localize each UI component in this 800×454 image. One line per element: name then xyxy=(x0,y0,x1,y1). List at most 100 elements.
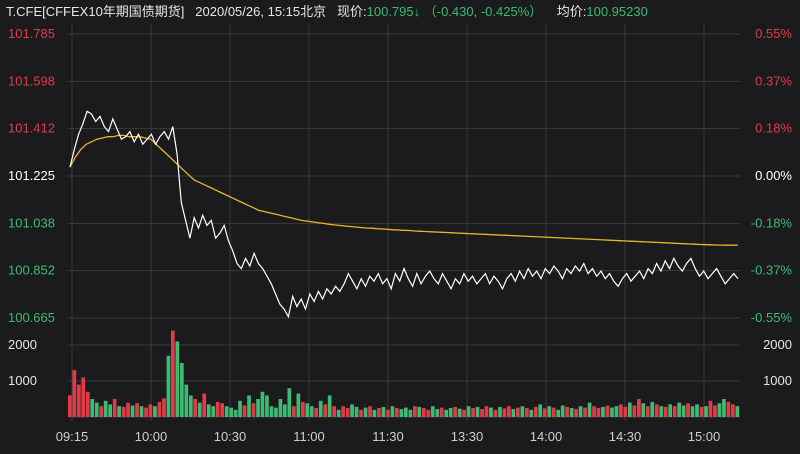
y-left-tick-label: 101.038 xyxy=(8,215,55,230)
y-left-tick-label: 101.412 xyxy=(8,121,55,136)
volume-bar xyxy=(153,406,157,417)
volume-bar xyxy=(507,406,511,417)
volume-bar xyxy=(489,407,493,417)
volume-bar xyxy=(623,406,628,417)
volume-bar xyxy=(386,409,390,417)
volume-bar xyxy=(538,404,543,417)
avg-price: 100.95230 xyxy=(586,4,648,19)
volume-bar xyxy=(377,408,381,417)
volume-bar xyxy=(108,404,112,417)
volume-bar xyxy=(592,406,596,417)
volume-bar xyxy=(332,406,336,417)
volume-bar xyxy=(341,406,345,417)
x-tick-label: 15:00 xyxy=(688,429,721,444)
volume-bar xyxy=(717,403,722,417)
volume-bar xyxy=(215,401,220,417)
volume-bar xyxy=(529,409,534,417)
y-right-tick-label: -0.37% xyxy=(751,263,793,278)
volume-bar xyxy=(596,408,601,417)
volume-bar xyxy=(672,406,677,417)
volume-bar xyxy=(193,399,198,417)
volume-bar xyxy=(421,408,426,417)
symbol-name: T.CFE[CFFEX10年期国债期货] xyxy=(6,4,185,19)
volume-bar xyxy=(610,407,614,417)
chart-header: T.CFE[CFFEX10年期国债期货] 2020/05/26, 15:15北京… xyxy=(6,2,648,22)
volume-bar xyxy=(408,409,413,417)
y-left-tick-label: 101.785 xyxy=(8,26,55,41)
volume-bar xyxy=(301,401,305,417)
volume-bar xyxy=(565,406,569,417)
volume-bar xyxy=(220,403,224,417)
volume-bar xyxy=(327,395,332,417)
volume-bar xyxy=(197,402,202,417)
volume-bar xyxy=(426,409,431,417)
volume-bar xyxy=(399,409,404,417)
volume-bar xyxy=(175,341,180,417)
volume-bar xyxy=(103,400,108,417)
volume-bar xyxy=(520,406,525,417)
volume-bar xyxy=(229,407,233,417)
y-right-tick-label: 0.00% xyxy=(755,168,792,183)
volume-bar xyxy=(233,409,238,417)
volume-bar xyxy=(645,406,650,417)
volume-bar xyxy=(323,404,328,417)
volume-bar xyxy=(475,406,480,417)
volume-bar xyxy=(144,407,148,417)
volume-bar xyxy=(363,407,368,417)
volume-bar xyxy=(498,406,502,417)
volume-bar xyxy=(502,408,507,417)
volume-bar xyxy=(614,406,619,417)
volume-bar xyxy=(587,402,592,417)
volume-bar xyxy=(251,403,256,417)
avg-label: 均价: xyxy=(556,4,587,19)
volume-bar xyxy=(484,406,489,417)
volume-bar xyxy=(668,404,672,417)
volume-bar xyxy=(444,409,448,417)
volume-bar xyxy=(269,406,274,417)
volume-bar xyxy=(511,409,516,417)
volume-bar xyxy=(117,406,121,417)
volume-bar xyxy=(722,399,726,417)
x-tick-label: 09:15 xyxy=(56,429,89,444)
volume-bar xyxy=(166,355,171,417)
volume-bar xyxy=(260,391,265,417)
y-right-tick-label: -0.55% xyxy=(751,310,793,325)
volume-bar xyxy=(305,403,310,417)
x-tick-label: 11:00 xyxy=(293,429,325,444)
volume-bar xyxy=(99,406,104,417)
y-left-tick-label: 100.852 xyxy=(8,263,55,278)
volume-bar xyxy=(130,405,135,417)
volume-bar xyxy=(632,405,637,417)
volume-bar xyxy=(359,409,363,417)
volume-bar xyxy=(574,409,578,417)
volume-bar xyxy=(68,395,72,417)
volume-bar xyxy=(148,404,153,417)
volume-bar xyxy=(309,406,314,417)
volume-bar xyxy=(533,406,538,417)
volume-bar xyxy=(180,363,184,417)
x-tick-label: 13:30 xyxy=(451,429,484,444)
volume-bar xyxy=(466,406,471,417)
volume-bar xyxy=(171,330,175,417)
price-label: 现价: xyxy=(337,4,367,19)
volume-bar xyxy=(547,406,552,417)
volume-bar xyxy=(350,404,354,417)
volume-bar xyxy=(453,406,457,417)
volume-bar xyxy=(256,399,260,417)
volume-bar xyxy=(413,406,417,417)
volume-bar xyxy=(637,399,641,417)
volume-bar xyxy=(457,408,462,417)
x-tick-label: 14:30 xyxy=(609,429,642,444)
volume-bar xyxy=(345,408,350,417)
volume-bar xyxy=(430,406,435,417)
volume-bar xyxy=(354,406,359,417)
volume-left-tick-label: 2000 xyxy=(8,337,37,352)
volume-bar xyxy=(516,407,520,417)
volume-left-tick-label: 1000 xyxy=(8,373,37,388)
volume-bar xyxy=(462,409,466,417)
volume-bar xyxy=(368,406,372,417)
volume-bar xyxy=(274,407,278,417)
volume-bar xyxy=(157,401,162,417)
volume-bar xyxy=(686,403,690,417)
volume-bar xyxy=(735,406,740,417)
